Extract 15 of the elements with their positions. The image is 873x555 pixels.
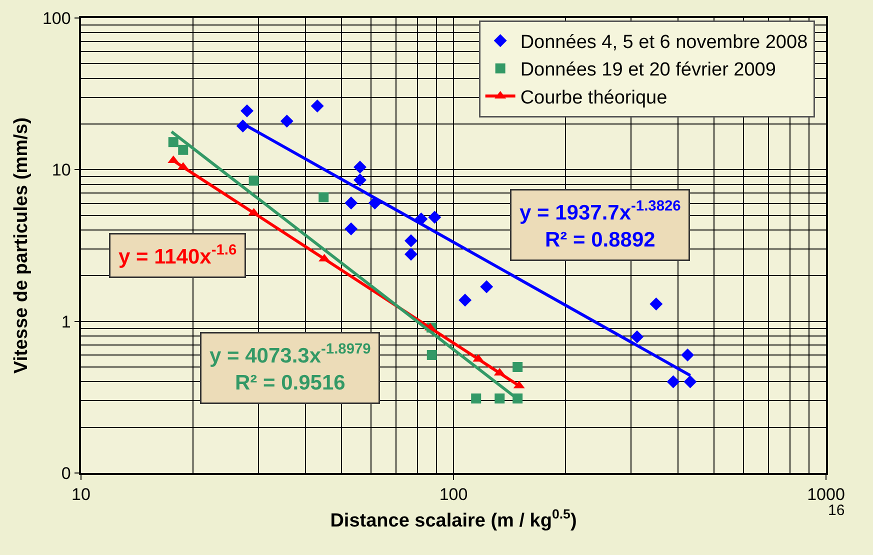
legend-label: Courbe théorique <box>520 87 668 108</box>
y-tick-label: 0 <box>61 464 71 483</box>
y-tick-label: 10 <box>52 160 71 180</box>
x-tick-label: 1000 <box>807 485 845 504</box>
y-tick-label: 100 <box>42 8 71 28</box>
annotation: y = 1937.7x$^{-1.3826}$ R² = 0.8892 <box>520 198 681 252</box>
y-axis-title: Vitesse de particules (mm/s) <box>10 117 32 374</box>
y-tick-label: 1 <box>61 312 71 332</box>
x-tick-label: 100 <box>439 485 468 504</box>
annotation: y = 4073.3x$^{-1.8979}$ R² = 0.9516 <box>210 342 371 395</box>
x-axis-title: Distance scalaire (m / kg$^{0.5}$) <box>330 506 577 532</box>
text: 16 <box>828 502 845 519</box>
annotation: y = 1140x$^{-1.6}$ <box>118 242 237 268</box>
legend-label: Données 19 et 20 février 2009 <box>520 60 776 81</box>
legend-label: Données 4, 5 et 6 novembre 2008 <box>520 32 808 54</box>
